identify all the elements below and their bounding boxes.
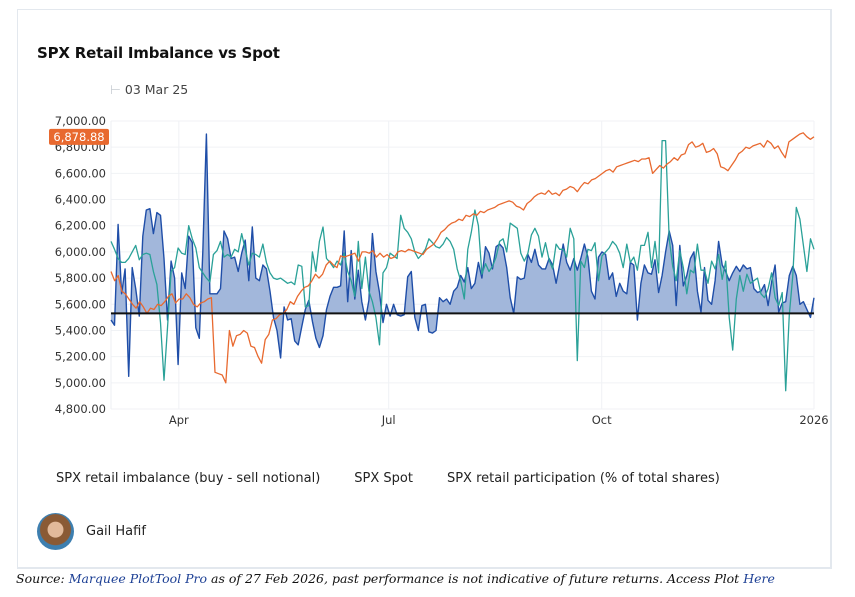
last-value-badge: 6,878.88 <box>49 128 109 145</box>
y-axis: 4,800.00 5,000.00 5,200.00 5,400.00 5,600.00… <box>55 114 106 416</box>
author: Gail Hafif <box>37 513 146 550</box>
y-tick-label: 4,800.00 <box>55 402 106 416</box>
chart-plot[interactable]: 4,800.00 5,000.00 5,200.00 5,400.00 5,600.00… <box>0 0 855 460</box>
access-plot-link[interactable]: Here <box>743 571 775 586</box>
last-value-badge-text: 6,878.88 <box>53 130 104 144</box>
date-range-label[interactable]: ⊢ 03 Mar 25 <box>110 82 188 97</box>
source-prefix: Source: <box>16 571 69 586</box>
y-tick-label: 6,600.00 <box>55 166 106 180</box>
spot-line <box>110 132 815 384</box>
y-tick-label: 5,400.00 <box>55 323 106 337</box>
series-layer <box>110 132 815 392</box>
legend-item-imbalance[interactable]: SPX retail imbalance (buy - sell notiona… <box>56 471 321 486</box>
imbalance-line <box>110 133 815 377</box>
legend: SPX retail imbalance (buy - sell notiona… <box>56 471 720 486</box>
last-value-badge-bg <box>49 128 109 145</box>
imbalance-area <box>111 134 814 377</box>
y-tick-label: 5,800.00 <box>55 271 106 285</box>
avatar <box>37 513 74 550</box>
y-tick-label: 5,000.00 <box>55 376 106 390</box>
x-axis: Apr Jul Oct 2026 <box>169 413 829 427</box>
plottool-link[interactable]: Marquee PlotTool Pro <box>68 571 208 586</box>
date-label-text: 03 Mar 25 <box>124 82 189 97</box>
chart-title: SPX Retail Imbalance vs Spot <box>37 44 280 62</box>
range-handle-icon: ⊢ <box>110 82 121 97</box>
y-tick-label: 7,000.00 <box>55 114 106 128</box>
legend-item-participation[interactable]: SPX retail participation (% of total sha… <box>446 471 720 486</box>
y-tick-label: 6,400.00 <box>55 193 106 207</box>
legend-item-spot[interactable]: SPX Spot <box>354 471 413 486</box>
y-tick-label: 5,600.00 <box>55 297 106 311</box>
participation-line <box>110 139 815 392</box>
y-tick-label: 6,200.00 <box>55 219 106 233</box>
x-tick-label: Oct <box>592 413 612 427</box>
source-disclaimer: as of 27 Feb 2026, past performance is n… <box>207 571 744 586</box>
x-tick-label: 2026 <box>799 413 828 427</box>
y-tick-label: 5,200.00 <box>55 350 106 364</box>
x-tick-label: Jul <box>381 413 396 427</box>
source-footer: Source: Marquee PlotTool Pro as of 27 Fe… <box>16 571 775 586</box>
y-tick-label: 6,000.00 <box>55 245 106 259</box>
gridlines <box>110 120 815 410</box>
author-name: Gail Hafif <box>86 524 146 539</box>
x-tick-label: Apr <box>169 413 189 427</box>
